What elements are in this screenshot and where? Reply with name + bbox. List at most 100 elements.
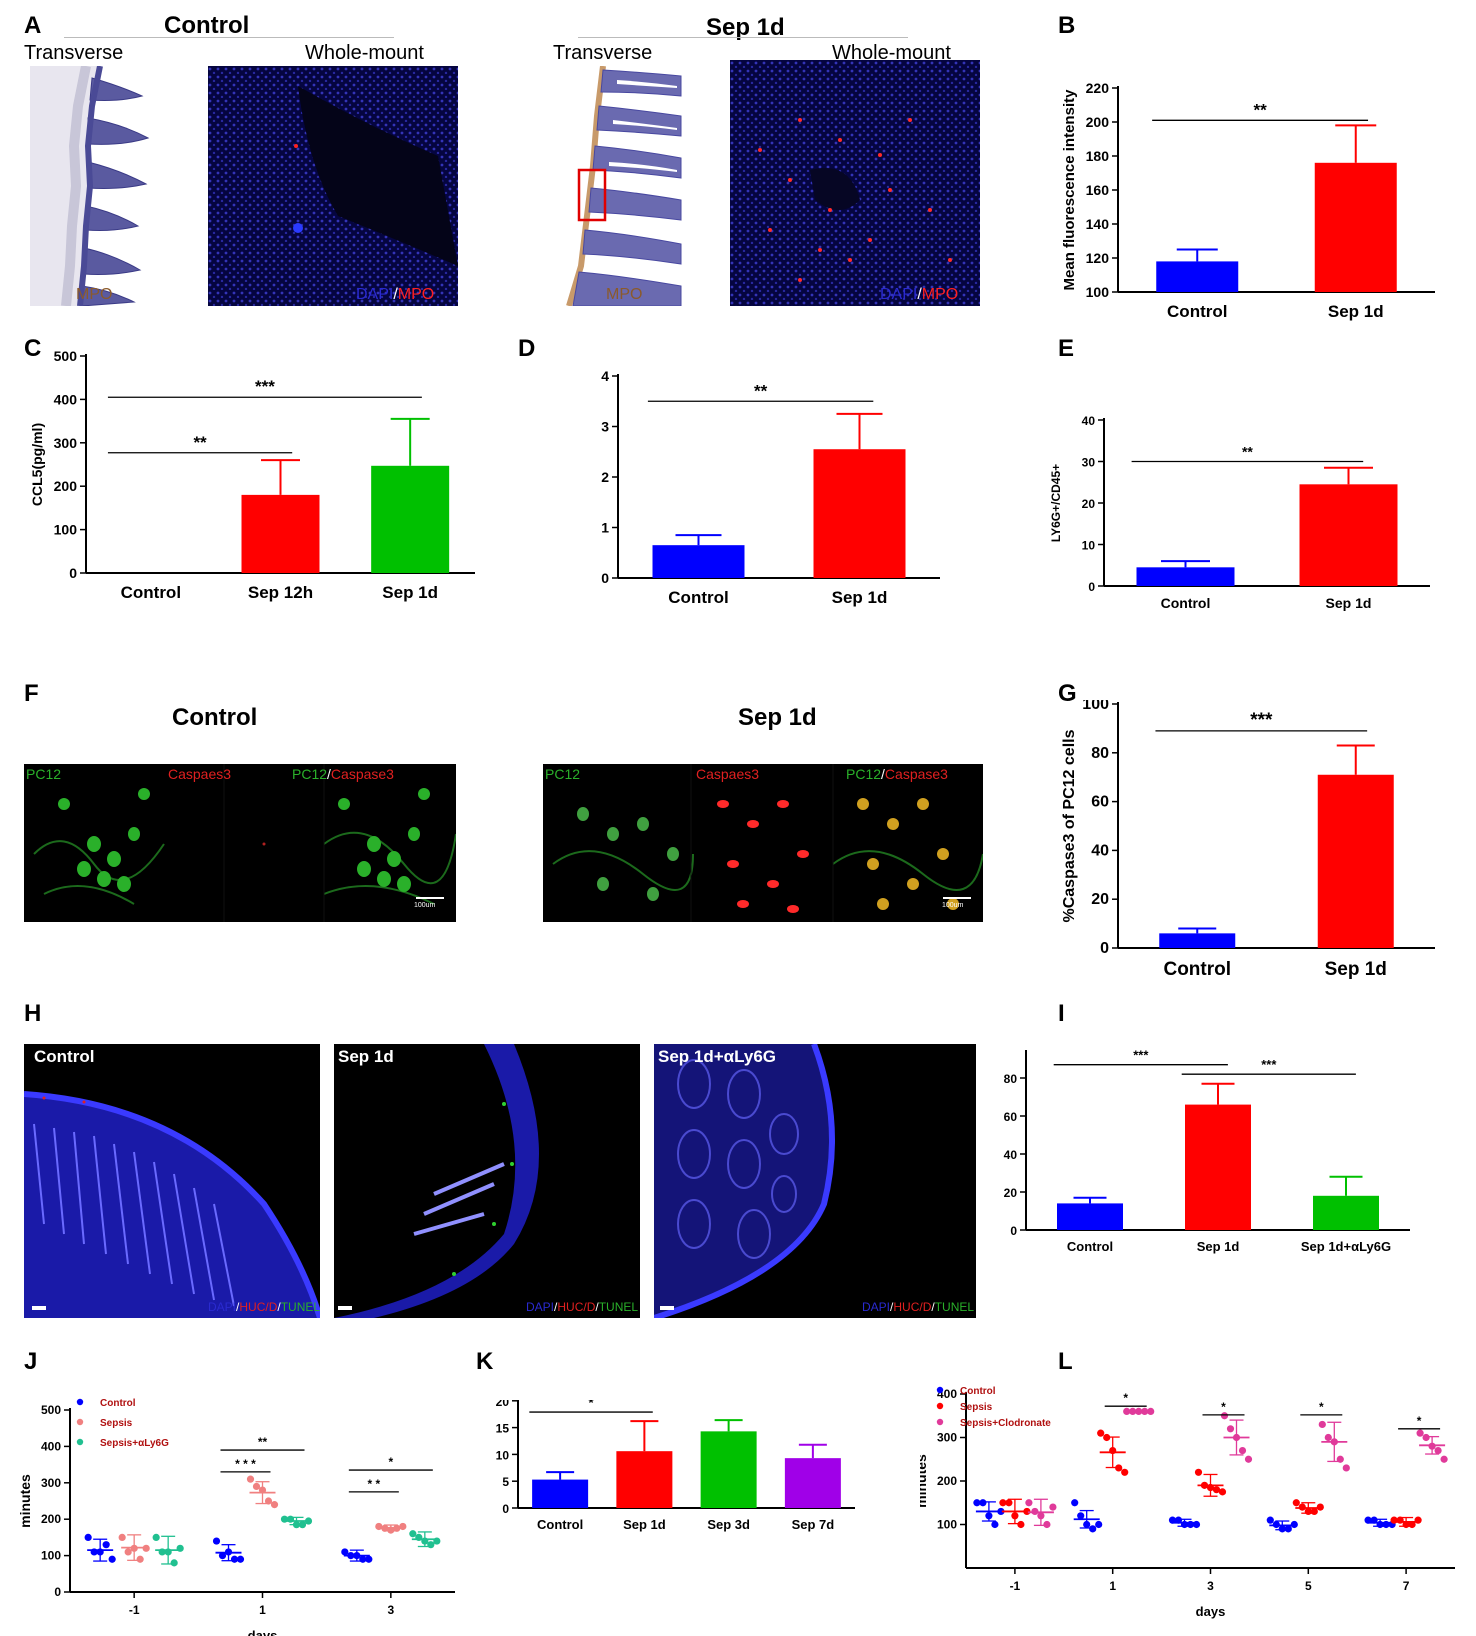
panel-letter-f: F [24,680,39,707]
y-tick-label: 60 [1091,794,1109,811]
data-point [270,1501,279,1509]
significance-label: *** [1261,1057,1277,1072]
legend-marker [936,1386,944,1394]
panel-letter-c: C [24,335,42,362]
data-point [1440,1455,1448,1463]
slash-text: / [917,286,922,303]
panel-h-sep-image [334,1044,640,1318]
y-tick-label: 300 [937,1431,957,1445]
bar-sep-1d [813,449,906,578]
x-tick-label: Control [121,583,181,602]
y-tick-label: 4 [601,368,609,384]
significance-label: *** [1250,710,1273,731]
data-point [118,1533,126,1541]
y-tick-label: 200 [937,1474,957,1488]
tunel-text: TUNEL [280,1300,321,1314]
caspase-text: Caspase3 [884,766,948,782]
x-tick-label: Sep 1d [1197,1239,1240,1254]
data-point [1310,1507,1318,1516]
significance-label: ** [193,433,207,452]
data-point [1049,1503,1057,1511]
x-tick-label: 3 [1207,1579,1214,1593]
y-tick-label: 300 [54,435,78,451]
data-point [999,1499,1007,1507]
y-tick-label: 20 [1091,891,1109,908]
significance-label: * [1319,1400,1324,1414]
data-point [979,1499,987,1507]
data-point [1218,1488,1227,1496]
y-tick-label: 300 [41,1476,61,1490]
y-tick-label: 0 [54,1585,61,1599]
x-tick-label: 1 [1109,1579,1116,1593]
y-tick-label: 0 [1088,580,1095,594]
huc-text: HUC/D [893,1300,932,1314]
data-point [218,1552,227,1560]
x-tick-label: Sep 1d [1326,595,1372,611]
dapi-text: DAPI [862,1300,891,1314]
legend-label: Control [960,1386,996,1397]
significance-label: ** [754,381,768,400]
y-tick-label: 200 [1086,114,1110,130]
data-point [1089,1525,1097,1533]
data-point [1266,1516,1274,1524]
mpo-text: MPO [397,286,435,303]
data-point [1043,1520,1051,1529]
data-point [1077,1512,1085,1520]
y-tick-label: 500 [54,348,78,364]
x-tick-label: Control [537,1517,583,1532]
y-tick-label: 0 [502,1502,509,1516]
y-tick-label: 0 [601,570,609,586]
data-point [1212,1486,1221,1494]
significance-label: *** [1133,1050,1149,1063]
bar-control [532,1479,589,1508]
data-point [1292,1499,1300,1507]
bar-sep-1d-ly6g [1313,1195,1379,1230]
panel-a-control-divider [64,37,394,38]
y-tick-label: 0 [1010,1224,1017,1238]
data-point [365,1555,373,1563]
significance-label: ** [1242,444,1253,460]
panel-h-label-sep: DAPI/HUC/D/TUNEL [526,1300,638,1314]
data-point [1220,1412,1229,1420]
data-point [1324,1433,1332,1442]
x-tick-label: Sep 1d [382,583,438,602]
data-point [1121,1468,1129,1476]
significance-label: * [1123,1391,1128,1405]
pc12-text: PC12 [292,766,328,782]
bar-control [1156,261,1239,292]
panel-letter-j: J [24,1348,38,1375]
chart-i: 020406080100Numer of Apoptosis bodies (T… [1004,1050,1410,1254]
y-tick-label: 3 [601,419,609,435]
data-point [108,1555,116,1563]
data-point [1318,1420,1326,1429]
data-point [399,1522,407,1531]
data-point [1422,1433,1430,1442]
panel-h-control-image [24,1044,320,1318]
panel-a-dapi-mpo-label-1: DAPI/MPO [356,286,434,304]
data-point [136,1555,144,1563]
data-point [1434,1446,1442,1455]
y-tick-label: 180 [1086,148,1110,164]
y-tick-label: 10 [496,1448,510,1462]
legend-label: Sepsis+Clodronate [960,1418,1051,1429]
significance-label: * * [367,1477,380,1491]
panel-letter-h: H [24,1000,42,1027]
data-point [1284,1525,1292,1533]
y-tick-label: 160 [1086,182,1110,198]
x-tick-label: 3 [387,1603,394,1617]
data-point [1025,1499,1033,1507]
bar-sep-1d [616,1451,673,1508]
y-axis-label: %Caspase3 of PC12 cells [1061,729,1078,922]
data-point [1071,1499,1079,1507]
data-point [1416,1429,1424,1437]
data-point [1095,1520,1103,1529]
y-tick-label: 2 [601,469,609,485]
legend-marker [76,1418,84,1426]
y-tick-label: 5 [502,1475,509,1489]
bar-sep-1d [1317,774,1394,948]
y-tick-label: 30 [1082,456,1096,470]
x-axis-label: days [248,1628,278,1636]
caspase-text: Caspase3 [330,766,394,782]
data-point [252,1482,261,1491]
panel-h-label-sep-ly6g: DAPI/HUC/D/TUNEL [862,1300,974,1314]
